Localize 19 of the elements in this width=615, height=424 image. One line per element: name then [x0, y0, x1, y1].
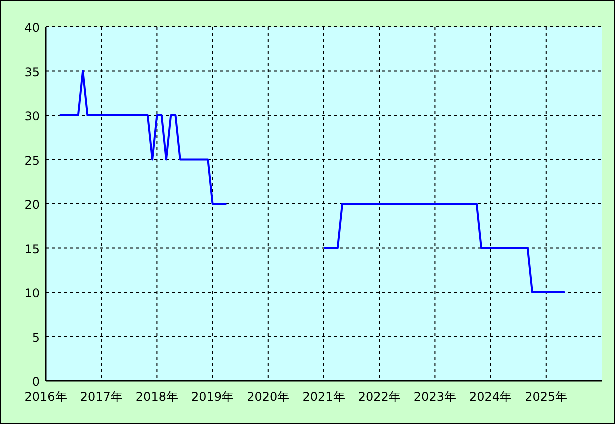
x-tick-label: 2017年: [80, 390, 123, 404]
y-tick-label: 30: [24, 110, 40, 124]
x-tick-label: 2023年: [414, 390, 456, 404]
x-tick-label: 2021年: [302, 390, 346, 404]
y-tick-label: 25: [24, 154, 40, 168]
y-tick-label: 10: [24, 286, 40, 300]
y-tick-label: 20: [24, 198, 40, 212]
x-tick-label: 2016年: [24, 390, 68, 404]
x-tick-label: 2020年: [247, 390, 290, 404]
x-tick-label: 2019年: [192, 390, 234, 404]
y-tick-label: 35: [24, 65, 40, 80]
x-tick-label: 2024年: [470, 390, 512, 404]
y-tick-label: 5: [32, 330, 40, 345]
y-tick-label: 15: [24, 242, 40, 256]
y-tick-label: 0: [32, 375, 40, 389]
x-tick-label: 2025年: [525, 390, 568, 404]
y-tick-label: 40: [24, 21, 40, 35]
x-tick-label: 2022年: [358, 390, 401, 404]
x-tick-label: 2018年: [136, 390, 178, 404]
